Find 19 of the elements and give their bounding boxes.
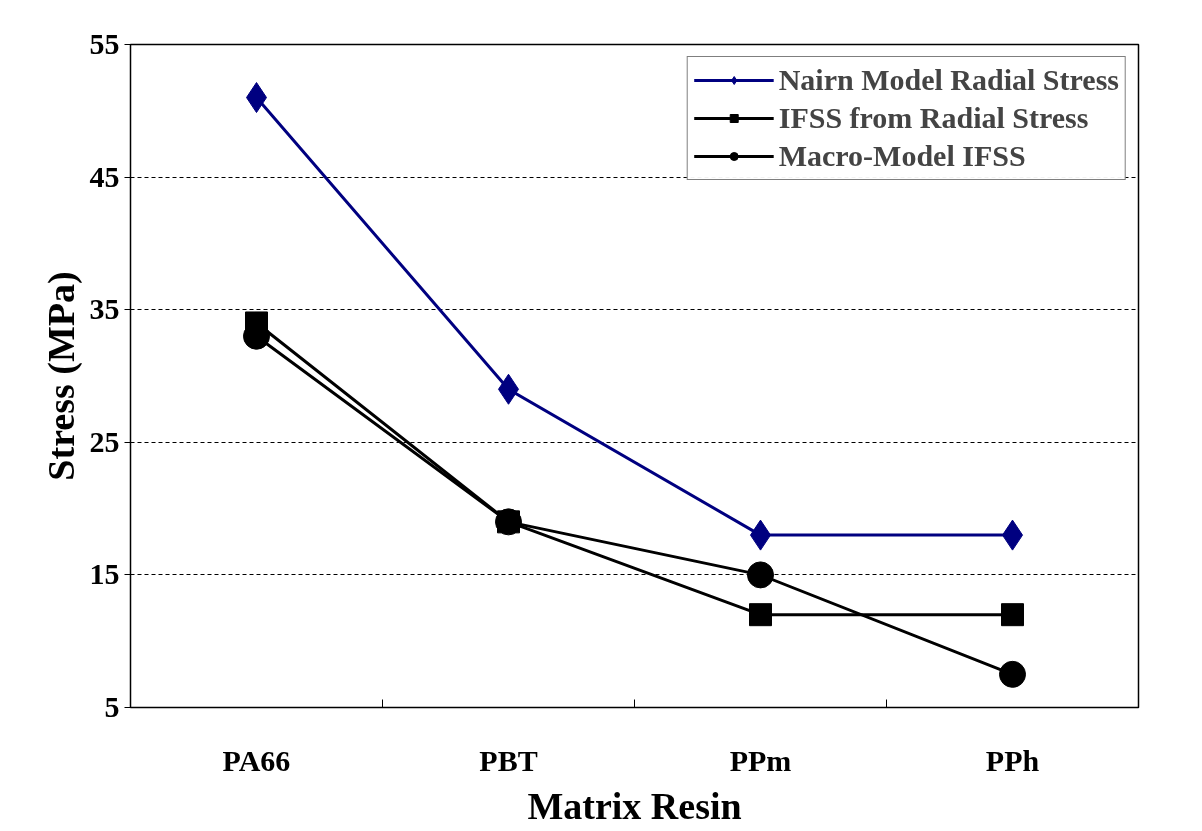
- x-tick-label: PBT: [479, 743, 538, 777]
- y-tick-label: 35: [89, 292, 120, 326]
- y-tick-label: 45: [89, 159, 120, 193]
- y-tick-label: 5: [104, 690, 120, 723]
- y-tick-label: 15: [89, 557, 120, 591]
- x-axis-title: Matrix Resin: [527, 784, 742, 827]
- legend-label: IFSS from Radial Stress: [778, 101, 1089, 135]
- y-tick-label: 55: [89, 27, 120, 60]
- x-tick-label: PA66: [222, 743, 291, 777]
- x-tick-label: PPm: [729, 743, 792, 777]
- y-axis-title: Stress (MPa): [39, 271, 83, 481]
- point: [1001, 603, 1024, 627]
- point: [749, 603, 772, 627]
- legend-label: Macro-Model IFSS: [778, 139, 1026, 173]
- point: [747, 561, 774, 589]
- x-tick-label: PPh: [985, 743, 1040, 777]
- legend-label: Nairn Model Radial Stress: [778, 63, 1119, 97]
- point: [999, 660, 1026, 688]
- y-tick-label: 25: [89, 424, 120, 458]
